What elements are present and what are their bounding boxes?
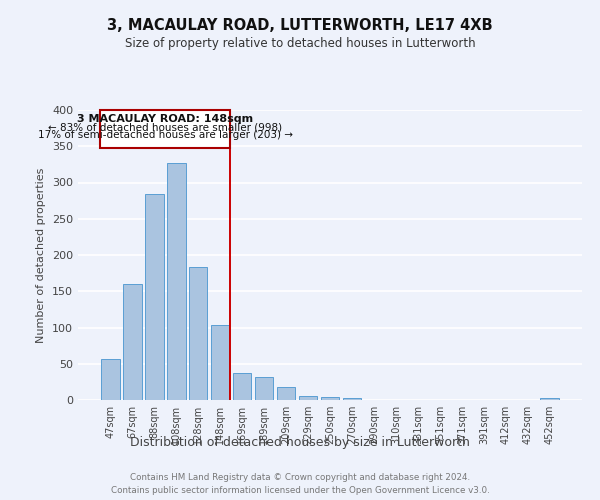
Text: 3, MACAULAY ROAD, LUTTERWORTH, LE17 4XB: 3, MACAULAY ROAD, LUTTERWORTH, LE17 4XB (107, 18, 493, 32)
Bar (541, 398, 559, 400)
Bar (255, 377, 274, 400)
Bar (277, 387, 295, 400)
Y-axis label: Number of detached properties: Number of detached properties (37, 168, 46, 342)
Bar (299, 396, 317, 400)
Bar (343, 398, 361, 400)
Text: ← 83% of detached houses are smaller (998): ← 83% of detached houses are smaller (99… (48, 122, 282, 132)
Bar (101, 358, 119, 400)
Bar (123, 284, 142, 400)
Text: Contains public sector information licensed under the Open Government Licence v3: Contains public sector information licen… (110, 486, 490, 495)
Bar (320, 397, 340, 400)
Bar (167, 163, 185, 400)
FancyBboxPatch shape (100, 110, 230, 148)
Text: Distribution of detached houses by size in Lutterworth: Distribution of detached houses by size … (130, 436, 470, 449)
Text: Contains HM Land Registry data © Crown copyright and database right 2024.: Contains HM Land Registry data © Crown c… (130, 472, 470, 482)
Text: 3 MACAULAY ROAD: 148sqm: 3 MACAULAY ROAD: 148sqm (77, 114, 253, 124)
Bar (233, 373, 251, 400)
Text: Size of property relative to detached houses in Lutterworth: Size of property relative to detached ho… (125, 38, 475, 51)
Bar (145, 194, 164, 400)
Bar (211, 326, 229, 400)
Text: 17% of semi-detached houses are larger (203) →: 17% of semi-detached houses are larger (… (38, 130, 293, 140)
Bar (189, 266, 208, 400)
